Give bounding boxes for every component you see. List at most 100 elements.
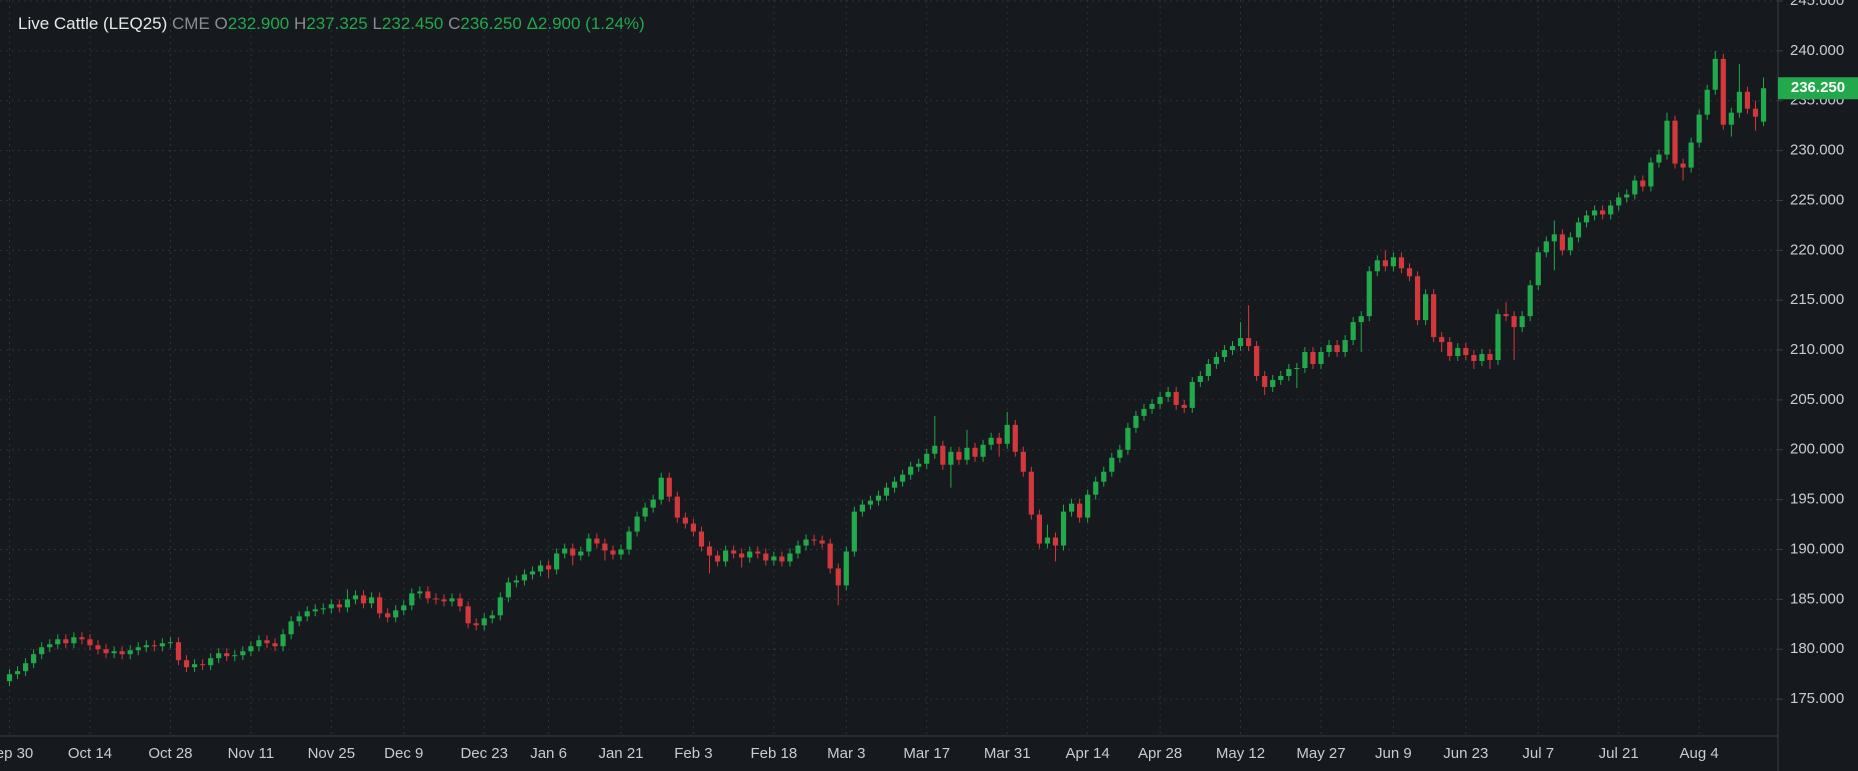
x-tick-label: Jun 23 — [1443, 745, 1488, 762]
candle-body — [352, 595, 359, 600]
candle-body — [1101, 471, 1107, 482]
candle-body — [457, 598, 463, 607]
x-tick-label: Jan 21 — [598, 745, 643, 762]
candle-body — [1318, 352, 1324, 365]
candle-body — [216, 653, 222, 659]
candle-body — [47, 644, 53, 648]
candle-body — [385, 613, 391, 618]
candle-body — [948, 451, 954, 465]
grid — [0, 0, 1778, 736]
candle-body — [111, 651, 117, 654]
candle-body — [39, 647, 45, 655]
candle-body — [1567, 237, 1574, 251]
candle-body — [320, 608, 326, 610]
candle-body — [626, 531, 632, 550]
candle-body — [924, 453, 930, 464]
candle-body — [1052, 537, 1059, 546]
candle-body — [1455, 348, 1461, 357]
candle-body — [554, 553, 560, 570]
y-tick-label: 245.000 — [1790, 0, 1844, 9]
candle-body — [964, 447, 970, 460]
candle-body — [264, 640, 270, 644]
x-tick-label: May 27 — [1296, 745, 1345, 762]
candle-body — [521, 574, 528, 581]
candle-body — [1712, 58, 1718, 90]
candle-body — [1551, 234, 1557, 242]
candle-body — [883, 487, 890, 496]
candle-body — [1044, 537, 1051, 544]
y-tick-label: 210.000 — [1790, 341, 1844, 358]
candle-body — [344, 599, 351, 608]
candle-body — [1535, 252, 1541, 286]
candle-body — [417, 591, 423, 594]
candle-body — [1583, 215, 1590, 223]
candle-body — [191, 664, 198, 668]
x-tick-label: Jul 7 — [1522, 745, 1554, 762]
candle-body — [232, 655, 238, 657]
x-tick-label: Jul 21 — [1599, 745, 1639, 762]
candle-body — [1648, 162, 1654, 187]
candle-body — [1414, 276, 1421, 321]
candle-body — [1036, 514, 1042, 544]
candle-body — [1503, 314, 1509, 317]
candle-body — [393, 610, 399, 618]
candle-body — [240, 651, 246, 656]
candle-body — [55, 639, 61, 645]
candle-body — [1752, 108, 1759, 117]
candle-body — [1189, 381, 1195, 408]
candle-body — [425, 591, 431, 599]
candle-body — [71, 637, 77, 644]
candle-body — [1085, 494, 1091, 518]
candle-body — [6, 674, 13, 682]
candle-body — [545, 565, 552, 570]
candle-body — [634, 516, 640, 532]
candle-body — [1463, 348, 1469, 356]
candle-body — [22, 663, 29, 672]
candle-body — [1439, 337, 1445, 343]
candle-body — [1543, 241, 1549, 253]
candle-body — [1286, 368, 1292, 376]
candle-body — [151, 645, 157, 647]
candle-body — [1374, 260, 1380, 272]
candle-body — [682, 517, 688, 524]
x-tick-label: Feb 18 — [751, 745, 798, 762]
candle-body — [771, 556, 777, 561]
last-price-tag — [1778, 77, 1858, 100]
candle-body — [714, 555, 721, 562]
candle-body — [658, 477, 664, 500]
candle-body — [1431, 294, 1437, 338]
x-tick-label: Nov 25 — [308, 745, 356, 762]
candle-body — [1632, 180, 1638, 195]
candle-body — [1278, 375, 1284, 380]
candle-body — [465, 606, 471, 624]
candle-body — [1728, 112, 1734, 125]
candle-body — [956, 451, 962, 460]
candle-body — [1608, 205, 1614, 215]
legend-value: 232.450 — [382, 14, 443, 33]
candle-body — [1366, 271, 1372, 317]
candle-body — [867, 500, 874, 505]
candle-body — [1077, 503, 1083, 518]
candle-body — [908, 466, 914, 475]
candle-body — [183, 660, 190, 668]
candle-body — [1398, 257, 1405, 269]
candle-body — [1382, 260, 1388, 267]
candle-body — [127, 650, 133, 655]
candle-body — [1575, 222, 1582, 238]
x-tick-label: Dec 23 — [460, 745, 508, 762]
candle-body — [63, 639, 69, 644]
candle-body — [1559, 234, 1565, 251]
candle-body — [1109, 457, 1115, 472]
candle-body — [1270, 379, 1276, 387]
candle-body — [731, 550, 737, 554]
candle-body — [1213, 357, 1219, 365]
candle-body — [1149, 403, 1155, 409]
candle-body — [135, 647, 141, 651]
candle-body — [1600, 210, 1606, 215]
x-tick-label: Apr 14 — [1066, 745, 1110, 762]
candle-body — [1487, 354, 1493, 361]
x-tick-label: Feb 3 — [674, 745, 712, 762]
candle-body — [304, 611, 310, 617]
candle-body — [1302, 352, 1308, 368]
